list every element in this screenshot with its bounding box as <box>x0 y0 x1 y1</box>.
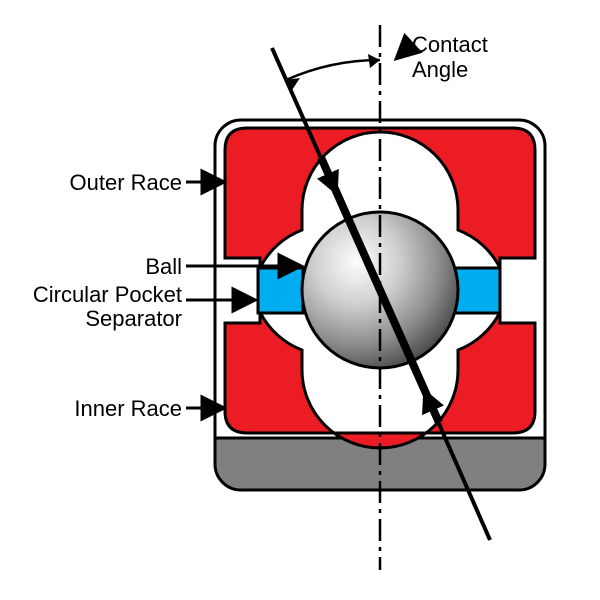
separator-left <box>258 268 303 313</box>
leader-contact-angle <box>397 46 410 58</box>
separator-right <box>455 268 500 313</box>
bearing-diagram: Contact Angle Outer Race Ball Circular P… <box>0 0 600 600</box>
diagram-svg <box>0 0 600 600</box>
angle-arc-tip-right <box>368 54 380 68</box>
angle-arc <box>286 60 380 80</box>
